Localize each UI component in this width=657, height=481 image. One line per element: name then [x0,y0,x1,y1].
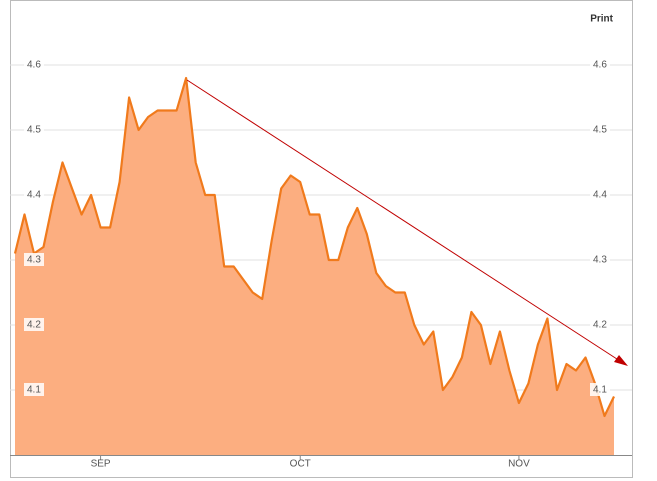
y-tick-label-bg [590,253,610,266]
right-y-tick-label: 4.6 [593,60,607,71]
x-tick-label: NOV [508,459,530,470]
x-tick-label: OCT [290,459,311,470]
labels: 4.1 4.1 4.2 4.2 4.3 4.3 4.4 4.4 4.5 4.5 4.6 4.6 SEP O… [24,58,610,470]
plot [13,76,615,455]
right-y-tick-label: 4.5 [593,125,607,136]
y-tick-label: 4.1 [27,385,41,396]
print-button[interactable]: Print [590,14,613,25]
y-tick-label: 4.6 [27,60,41,71]
x-tick-label: SEP [91,459,111,470]
trend-arrowhead [614,355,628,366]
y-tick-label: 4.4 [27,190,41,201]
y-tick-label-bg [590,383,610,396]
y-tick-label-bg [24,318,44,331]
line [13,76,615,418]
y-tick-label-bg [24,383,44,396]
right-y-tick-label: 4.2 [593,320,607,331]
right-y-tick-label: 4.3 [593,255,607,266]
y-tick-label-bg [590,58,610,71]
right-y-tick-label: 4.1 [593,385,607,396]
y-tick-label-bg [24,58,44,71]
y-tick-label-bg [24,188,44,201]
frame [10,0,633,478]
y-tick-label-bg [24,123,44,136]
area [15,78,614,455]
right-y-tick-label: 4.4 [593,190,607,201]
trend-line [186,79,621,362]
y-tick-label: 4.2 [27,320,41,331]
y-tick-label-bg [590,188,610,201]
y-tick-label-bg [590,123,610,136]
y-tick-label-bg [590,318,610,331]
y-tick-label: 4.3 [27,255,41,266]
y-tick-label-bg [24,253,44,266]
y-tick-label: 4.5 [27,125,41,136]
